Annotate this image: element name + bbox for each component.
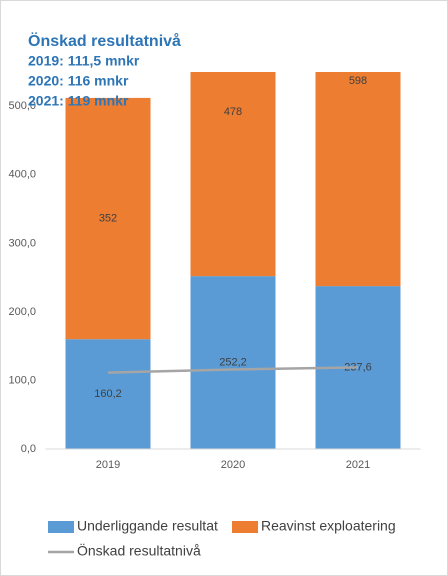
bar-segment	[190, 276, 276, 449]
annotation: 2020: 116 mnkr	[28, 73, 129, 89]
y-tick-label: 300,0	[8, 237, 36, 249]
x-tick-label: 2019	[96, 459, 120, 471]
y-tick-label: 500,0	[8, 100, 36, 112]
data-label: 252,2	[219, 356, 247, 368]
bar-segment	[65, 97, 151, 340]
bar-segment	[65, 339, 151, 449]
legend-swatch	[48, 521, 74, 533]
data-label: 352	[99, 212, 117, 224]
bar-segment	[190, 72, 276, 277]
plot-area	[65, 72, 401, 449]
target-line	[107, 366, 359, 374]
annotation: 2019: 111,5 mnkr	[28, 53, 140, 69]
data-label: 160,2	[94, 388, 122, 400]
legend-label: Reavinst exploatering	[261, 518, 396, 534]
y-tick-label: 0,0	[21, 443, 36, 455]
y-tick-label: 200,0	[8, 306, 36, 318]
x-tick-label: 2021	[346, 459, 370, 471]
legend-label: Önskad resultatnivå	[77, 542, 201, 559]
y-tick-label: 100,0	[8, 374, 36, 386]
data-label: 478	[224, 106, 242, 118]
data-label: 598	[349, 75, 367, 87]
legend-label: Underliggande resultat	[77, 518, 218, 534]
annotation: Önskad resultatnivå	[28, 31, 181, 50]
bar-segment	[315, 72, 401, 287]
y-tick-label: 400,0	[8, 169, 36, 181]
annotation: 2021: 119 mnkr	[28, 93, 129, 109]
legend-swatch	[232, 521, 258, 533]
x-tick-label: 2020	[221, 459, 245, 471]
